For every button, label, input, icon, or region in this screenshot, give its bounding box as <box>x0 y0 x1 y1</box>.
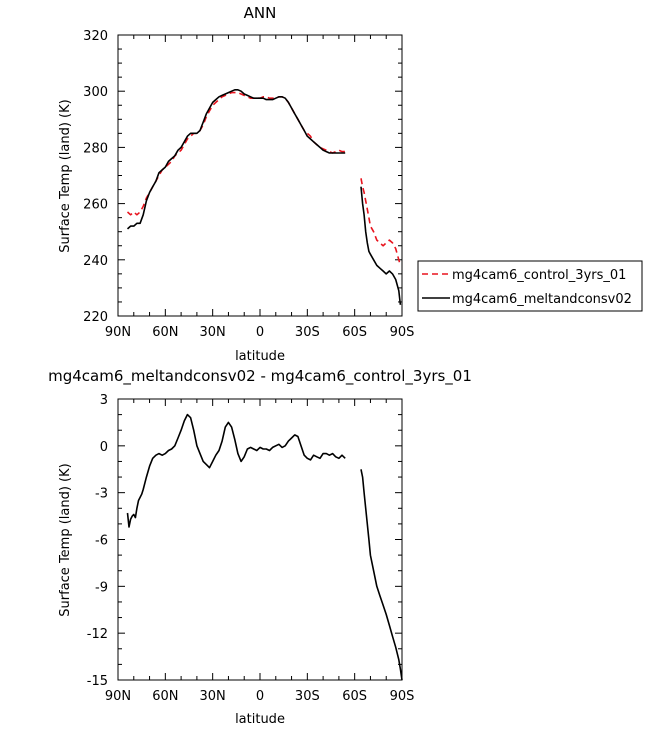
top-chart-y-axis-label: Surface Temp (land) (K) <box>58 99 73 252</box>
bottom-chart-y-tick-label: -6 <box>95 534 108 549</box>
bottom-chart-y-tick-label: -9 <box>95 580 108 595</box>
bottom-chart-y-tick-label: -12 <box>87 627 108 642</box>
legend-box <box>417 260 643 312</box>
top-chart-y-tick-label: 220 <box>83 310 108 325</box>
top-chart-x-tick-label: 30N <box>200 325 226 340</box>
top-chart-frame <box>117 34 403 317</box>
bottom-chart-y-tick-label: -15 <box>87 674 108 689</box>
top-chart-series-mg4cam6-meltandconsv02-segment-1 <box>360 186 402 305</box>
bottom-chart-series-difference-segment-0 <box>126 413 346 528</box>
bottom-chart-x-tick-label: 60S <box>342 689 367 704</box>
top-chart-x-tick-label: 90N <box>105 325 131 340</box>
top-chart-series-mg4cam6-meltandconsv02-segment-0 <box>126 89 346 230</box>
top-chart-series-mg4cam6-control-3yrs-01-segment-0 <box>126 91 346 216</box>
top-chart-x-tick-label: 60N <box>152 325 178 340</box>
top-chart-title: ANN <box>244 4 277 22</box>
top-chart-series-mg4cam6-control-3yrs-01-segment-1 <box>360 178 402 266</box>
bottom-chart-x-axis-label: latitude <box>235 712 285 727</box>
bottom-chart-x-tick-label: 30S <box>295 689 320 704</box>
top-chart-x-tick-label: 30S <box>295 325 320 340</box>
top-chart-y-tick-label: 320 <box>83 29 108 44</box>
bottom-chart-x-tick-label: 60N <box>152 689 178 704</box>
bottom-chart-x-tick-label: 90N <box>105 689 131 704</box>
top-chart-y-tick-label: 240 <box>83 254 108 269</box>
bottom-chart-y-axis-label: Surface Temp (land) (K) <box>58 463 73 616</box>
bottom-chart-x-tick-label: 90S <box>390 689 415 704</box>
bottom-chart-plot-area: 90N 60N 30N 0 30S 60S 90S -15 -12 -9 -6 -3 0 3 <box>87 393 415 704</box>
legend: mg4cam6_control_3yrs_01 mg4cam6_meltandc… <box>417 260 643 312</box>
top-chart-x-tick-label: 0 <box>256 325 264 340</box>
top-chart-x-axis-label: latitude <box>235 349 285 364</box>
bottom-chart-y-tick-label: 3 <box>100 393 108 408</box>
bottom-chart-series-difference-segment-1 <box>360 469 403 681</box>
bottom-chart-frame <box>117 398 403 681</box>
legend-label-meltandconsv: mg4cam6_meltandconsv02 <box>452 292 632 307</box>
bottom-chart-panel: mg4cam6_meltandconsv02 - mg4cam6_control… <box>48 367 472 727</box>
bottom-chart-x-tick-label: 30N <box>200 689 226 704</box>
top-chart-y-tick-label: 280 <box>83 141 108 156</box>
top-chart-panel: ANN 90N 60N 30N 0 30S 60S 90S 220 240 260 280 300 32… <box>58 4 414 364</box>
top-chart-y-tick-label: 300 <box>83 85 108 100</box>
top-chart-plot-area: 90N 60N 30N 0 30S 60S 90S 220 240 260 280 300 320 <box>83 29 414 340</box>
bottom-chart-y-tick-label: -3 <box>95 487 108 502</box>
top-chart-x-tick-label: 60S <box>342 325 367 340</box>
legend-label-control: mg4cam6_control_3yrs_01 <box>452 268 626 283</box>
bottom-chart-title: mg4cam6_meltandconsv02 - mg4cam6_control… <box>48 367 472 386</box>
top-chart-x-tick-label: 90S <box>390 325 415 340</box>
bottom-chart-x-tick-label: 0 <box>256 689 264 704</box>
bottom-chart-y-tick-label: 0 <box>100 440 108 455</box>
top-chart-y-tick-label: 260 <box>83 198 108 213</box>
